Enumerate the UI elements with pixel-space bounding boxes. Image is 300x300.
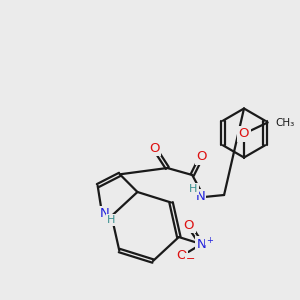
Text: N: N (100, 207, 110, 220)
Text: O: O (149, 142, 160, 154)
Text: +: + (206, 236, 213, 244)
Text: N: N (196, 238, 206, 250)
Text: H: H (189, 184, 197, 194)
Text: CH₃: CH₃ (276, 118, 295, 128)
Text: N: N (195, 190, 205, 203)
Text: O: O (196, 151, 206, 164)
Text: O: O (176, 249, 187, 262)
Text: H: H (107, 215, 116, 225)
Text: O: O (239, 127, 249, 140)
Text: O: O (184, 219, 194, 232)
Text: −: − (186, 254, 195, 264)
